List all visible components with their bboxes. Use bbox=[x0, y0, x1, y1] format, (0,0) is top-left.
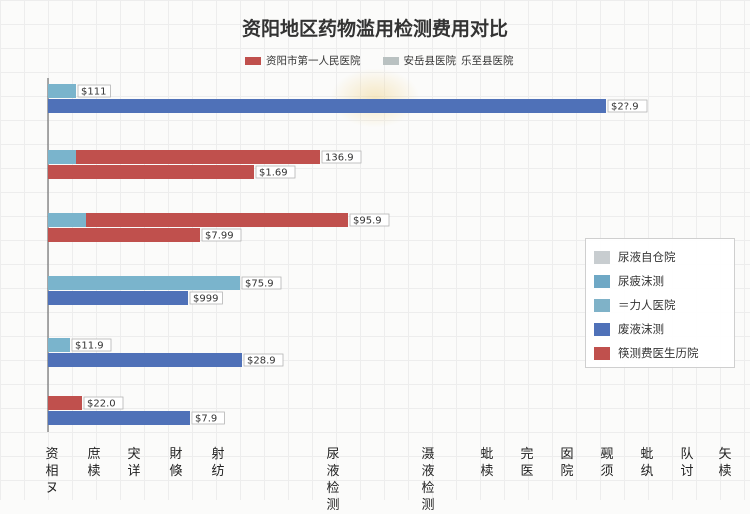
x-tick-label: 队讨 bbox=[680, 447, 694, 479]
chart-title: 资阳地区药物滥用检测费用对比 bbox=[241, 18, 508, 40]
side-legend-label: 尿液自仓院 bbox=[618, 250, 676, 264]
data-label: $95.9 bbox=[353, 216, 382, 227]
data-label: 136.9 bbox=[325, 153, 354, 164]
bar-segment bbox=[48, 353, 242, 367]
bar-segment bbox=[48, 411, 190, 425]
x-tick-label: 庶椟 bbox=[87, 447, 101, 479]
data-label: $11.9 bbox=[75, 341, 104, 352]
top-legend-label: 资阳市第一人民医院 bbox=[266, 55, 361, 67]
watermark-graphic bbox=[330, 68, 420, 128]
data-label: $75.9 bbox=[245, 279, 274, 290]
top-legend-label: 乐至县医院 bbox=[461, 55, 514, 67]
x-tick-label: 资相ヌ bbox=[45, 447, 59, 496]
x-tick-label: 觋须 bbox=[600, 447, 614, 479]
data-label: $999 bbox=[193, 294, 218, 305]
legend-swatch bbox=[594, 274, 610, 288]
legend-swatch bbox=[594, 346, 610, 360]
data-label-box bbox=[71, 338, 112, 352]
bar-segment bbox=[48, 150, 76, 164]
data-label: $7.9 bbox=[195, 414, 217, 425]
data-label-box bbox=[255, 165, 296, 179]
bar-segment bbox=[48, 276, 240, 290]
bar-segment bbox=[76, 150, 320, 164]
top-legend: 资阳市第一人民医院 安岳县医院 乐至县医院 bbox=[245, 53, 514, 68]
x-tick-label: 蚍椟 bbox=[480, 447, 494, 479]
x-tick-label: 矢椟 bbox=[718, 447, 732, 479]
x-tick-label: 完医 bbox=[520, 447, 534, 479]
data-label-box bbox=[241, 276, 282, 290]
side-legend-label: 尿疲沫测 bbox=[618, 274, 664, 288]
x-tick-label: 滠液检测 bbox=[421, 447, 435, 513]
data-label-box bbox=[83, 396, 124, 410]
legend-swatch bbox=[594, 250, 610, 264]
side-legend-label: 废液沫测 bbox=[618, 322, 664, 336]
legend-swatch-grey bbox=[382, 56, 399, 65]
legend-swatch bbox=[594, 322, 610, 336]
side-legend-label: ＝力人医院 bbox=[618, 298, 676, 312]
side-legend-label: 筷测费医生历院 bbox=[618, 346, 699, 360]
x-tick-label: 蚍纨 bbox=[640, 447, 654, 479]
legend-swatch-red bbox=[245, 56, 261, 65]
data-label: $28.9 bbox=[247, 356, 276, 367]
bar-segment bbox=[48, 228, 200, 242]
top-legend-item: 资阳市第一人民医院 bbox=[245, 53, 361, 68]
data-label: $2?.9 bbox=[611, 102, 639, 113]
bar-segment bbox=[48, 165, 254, 179]
bar-segment bbox=[48, 84, 76, 98]
x-tick-label: 財倏 bbox=[169, 447, 183, 479]
side-legend-item: 筷测费医生历院 bbox=[594, 341, 726, 365]
side-legend-item: 尿疲沫测 bbox=[594, 269, 726, 293]
top-legend-item: 安岳县医院 乐至县医院 bbox=[382, 53, 514, 68]
side-legend-item: ＝力人医院 bbox=[594, 293, 726, 317]
legend-swatch bbox=[594, 298, 610, 312]
bar-segment bbox=[48, 213, 86, 227]
bar-segment bbox=[48, 291, 188, 305]
data-label: $1.69 bbox=[259, 168, 288, 179]
data-label-box bbox=[607, 99, 648, 113]
data-label-box bbox=[191, 411, 225, 425]
data-label-box bbox=[321, 150, 362, 164]
bar-segment bbox=[48, 99, 606, 113]
data-label: $111 bbox=[81, 87, 106, 98]
bar-segment bbox=[86, 213, 348, 227]
data-label-box bbox=[189, 291, 223, 305]
side-legend-item: 尿液自仓院 bbox=[594, 245, 726, 269]
data-label-box bbox=[201, 228, 242, 242]
bar-segment bbox=[48, 396, 82, 410]
side-legend-item: 废液沫测 bbox=[594, 317, 726, 341]
data-label-box bbox=[77, 84, 111, 98]
x-tick-label: 射纺 bbox=[211, 447, 225, 479]
bar-chart-plot: $111 $2?.9 136.9 $1.69 $95.9 $7.99 $75.9 $999 $1… bbox=[47, 78, 648, 432]
x-tick-label: 尿液检测 bbox=[326, 447, 340, 513]
x-tick-label: 宊详 bbox=[127, 447, 141, 479]
x-axis-tick-labels: 资相ヌ 庶椟 宊详 財倏 射纺 尿液检测 滠液检测 蚍椟 完医 囡院 觋须 蚍纨 队讨 矢椟 bbox=[0, 446, 750, 513]
x-tick-label: 囡院 bbox=[560, 447, 574, 479]
side-legend: 尿液自仓院 尿疲沫测 ＝力人医院 废液沫测 筷测费医生历院 bbox=[585, 238, 735, 368]
top-legend-label: 安岳县医院 bbox=[403, 55, 457, 67]
data-label-box bbox=[243, 353, 284, 367]
data-label: $7.99 bbox=[205, 231, 234, 242]
bar-segment bbox=[48, 338, 70, 352]
data-label-box bbox=[349, 213, 390, 227]
data-label: $22.0 bbox=[87, 399, 116, 410]
